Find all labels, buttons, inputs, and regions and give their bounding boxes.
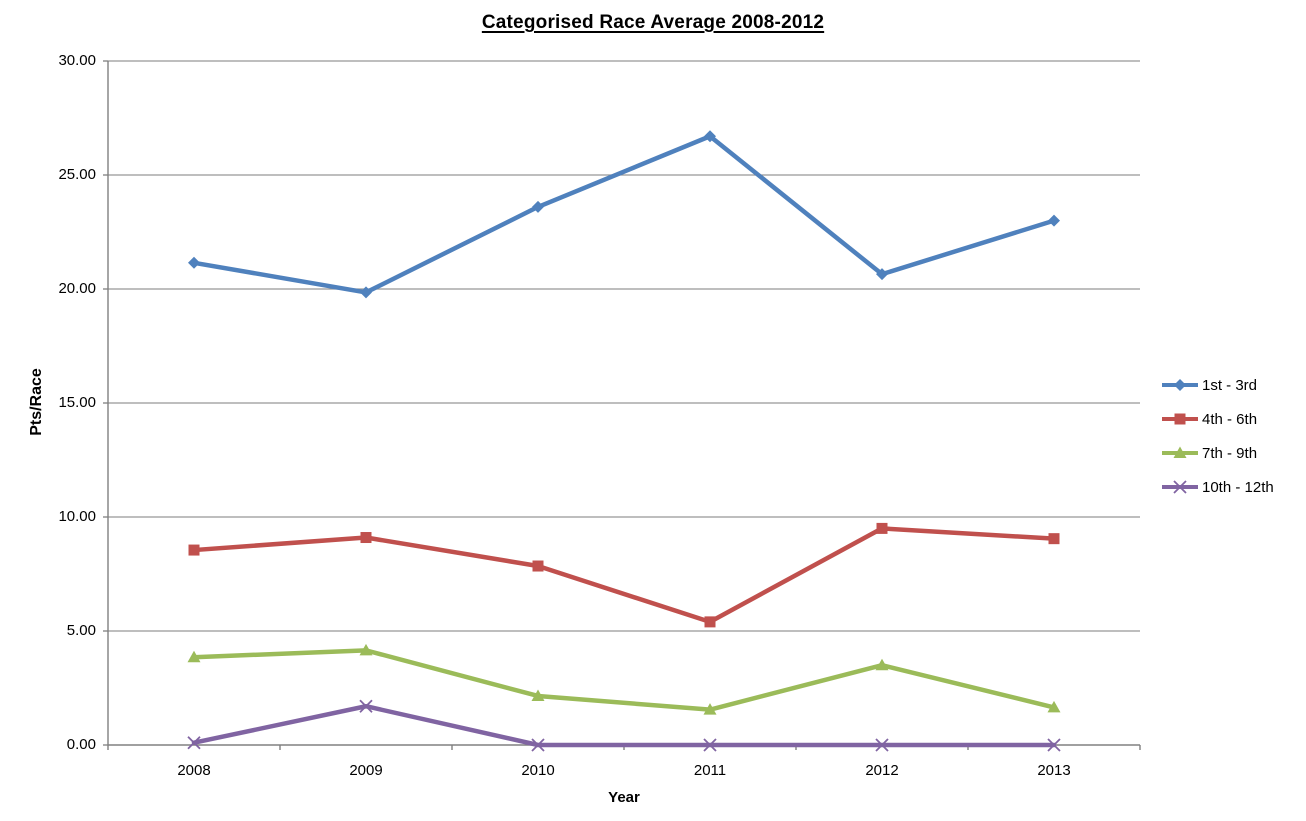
data-point-square (876, 522, 888, 534)
data-point-x (359, 699, 373, 713)
data-point-square (532, 560, 544, 572)
y-tick-label: 0.00 (66, 736, 96, 753)
data-point-triangle (703, 703, 717, 715)
x-tick-label: 2012 (865, 762, 899, 779)
data-point-diamond (188, 256, 200, 269)
legend: 1st - 3rd 4th - 6th 7th - 9th 10th - 12th (1161, 368, 1274, 504)
data-point-triangle (875, 658, 889, 671)
legend-label: 10th - 12th (1202, 478, 1274, 496)
data-point-triangle (359, 643, 373, 656)
y-tick-label: 20.00 (58, 280, 96, 297)
data-point-diamond (876, 268, 888, 281)
data-point-square (704, 616, 716, 628)
legend-item: 1st - 3rd (1161, 368, 1274, 402)
y-tick-label: 25.00 (58, 166, 96, 183)
series-line (191, 648, 1057, 712)
data-point-square (1174, 413, 1186, 425)
data-point-square (360, 532, 372, 544)
legend-label: 4th - 6th (1202, 410, 1258, 428)
data-point-x (875, 738, 889, 752)
x-tick-label: 2008 (177, 762, 211, 779)
legend-label: 1st - 3rd (1202, 376, 1258, 394)
y-tick-label: 15.00 (58, 394, 96, 411)
legend-key-icon (1162, 413, 1198, 425)
y-tick-label: 30.00 (58, 52, 96, 69)
data-point-square (188, 544, 200, 556)
legend-key-icon (1162, 480, 1198, 494)
x-tick-label: 2010 (521, 762, 555, 779)
y-tick-label: 10.00 (58, 508, 96, 525)
data-point-triangle (531, 689, 545, 701)
data-point-x (187, 736, 201, 750)
series-line (191, 703, 1057, 748)
y-tick-label: 5.00 (66, 622, 96, 639)
data-point-diamond (1174, 379, 1186, 391)
x-tick-label: 2011 (693, 762, 727, 779)
legend-label: 7th - 9th (1202, 444, 1258, 462)
series-10th-12th (187, 699, 1061, 752)
series-line (191, 526, 1057, 625)
series-1st-3rd (188, 130, 1060, 299)
data-point-triangle (1047, 700, 1061, 713)
data-point-square (1048, 533, 1060, 545)
data-point-x (1047, 738, 1061, 752)
data-point-diamond (532, 200, 544, 213)
series-7th-9th (187, 643, 1061, 715)
data-point-x (531, 738, 545, 752)
data-point-diamond (1048, 214, 1060, 227)
x-axis-title: Year (608, 789, 640, 806)
legend-item: 7th - 9th (1161, 436, 1274, 470)
data-point-x (703, 738, 717, 752)
series-line (191, 133, 1057, 295)
data-point-diamond (704, 130, 716, 143)
x-tick-label: 2009 (349, 762, 383, 779)
legend-key-icon (1162, 379, 1198, 391)
series-4th-6th (188, 522, 1060, 628)
legend-item: 10th - 12th (1161, 470, 1274, 504)
data-point-diamond (360, 286, 372, 299)
data-point-x (1173, 480, 1187, 494)
x-tick-label: 2013 (1037, 762, 1071, 779)
data-point-triangle (1173, 446, 1187, 458)
data-point-triangle (187, 650, 201, 663)
chart-title: Categorised Race Average 2008-2012 (481, 12, 825, 33)
legend-key-icon (1162, 446, 1198, 458)
legend-item: 4th - 6th (1161, 402, 1274, 436)
